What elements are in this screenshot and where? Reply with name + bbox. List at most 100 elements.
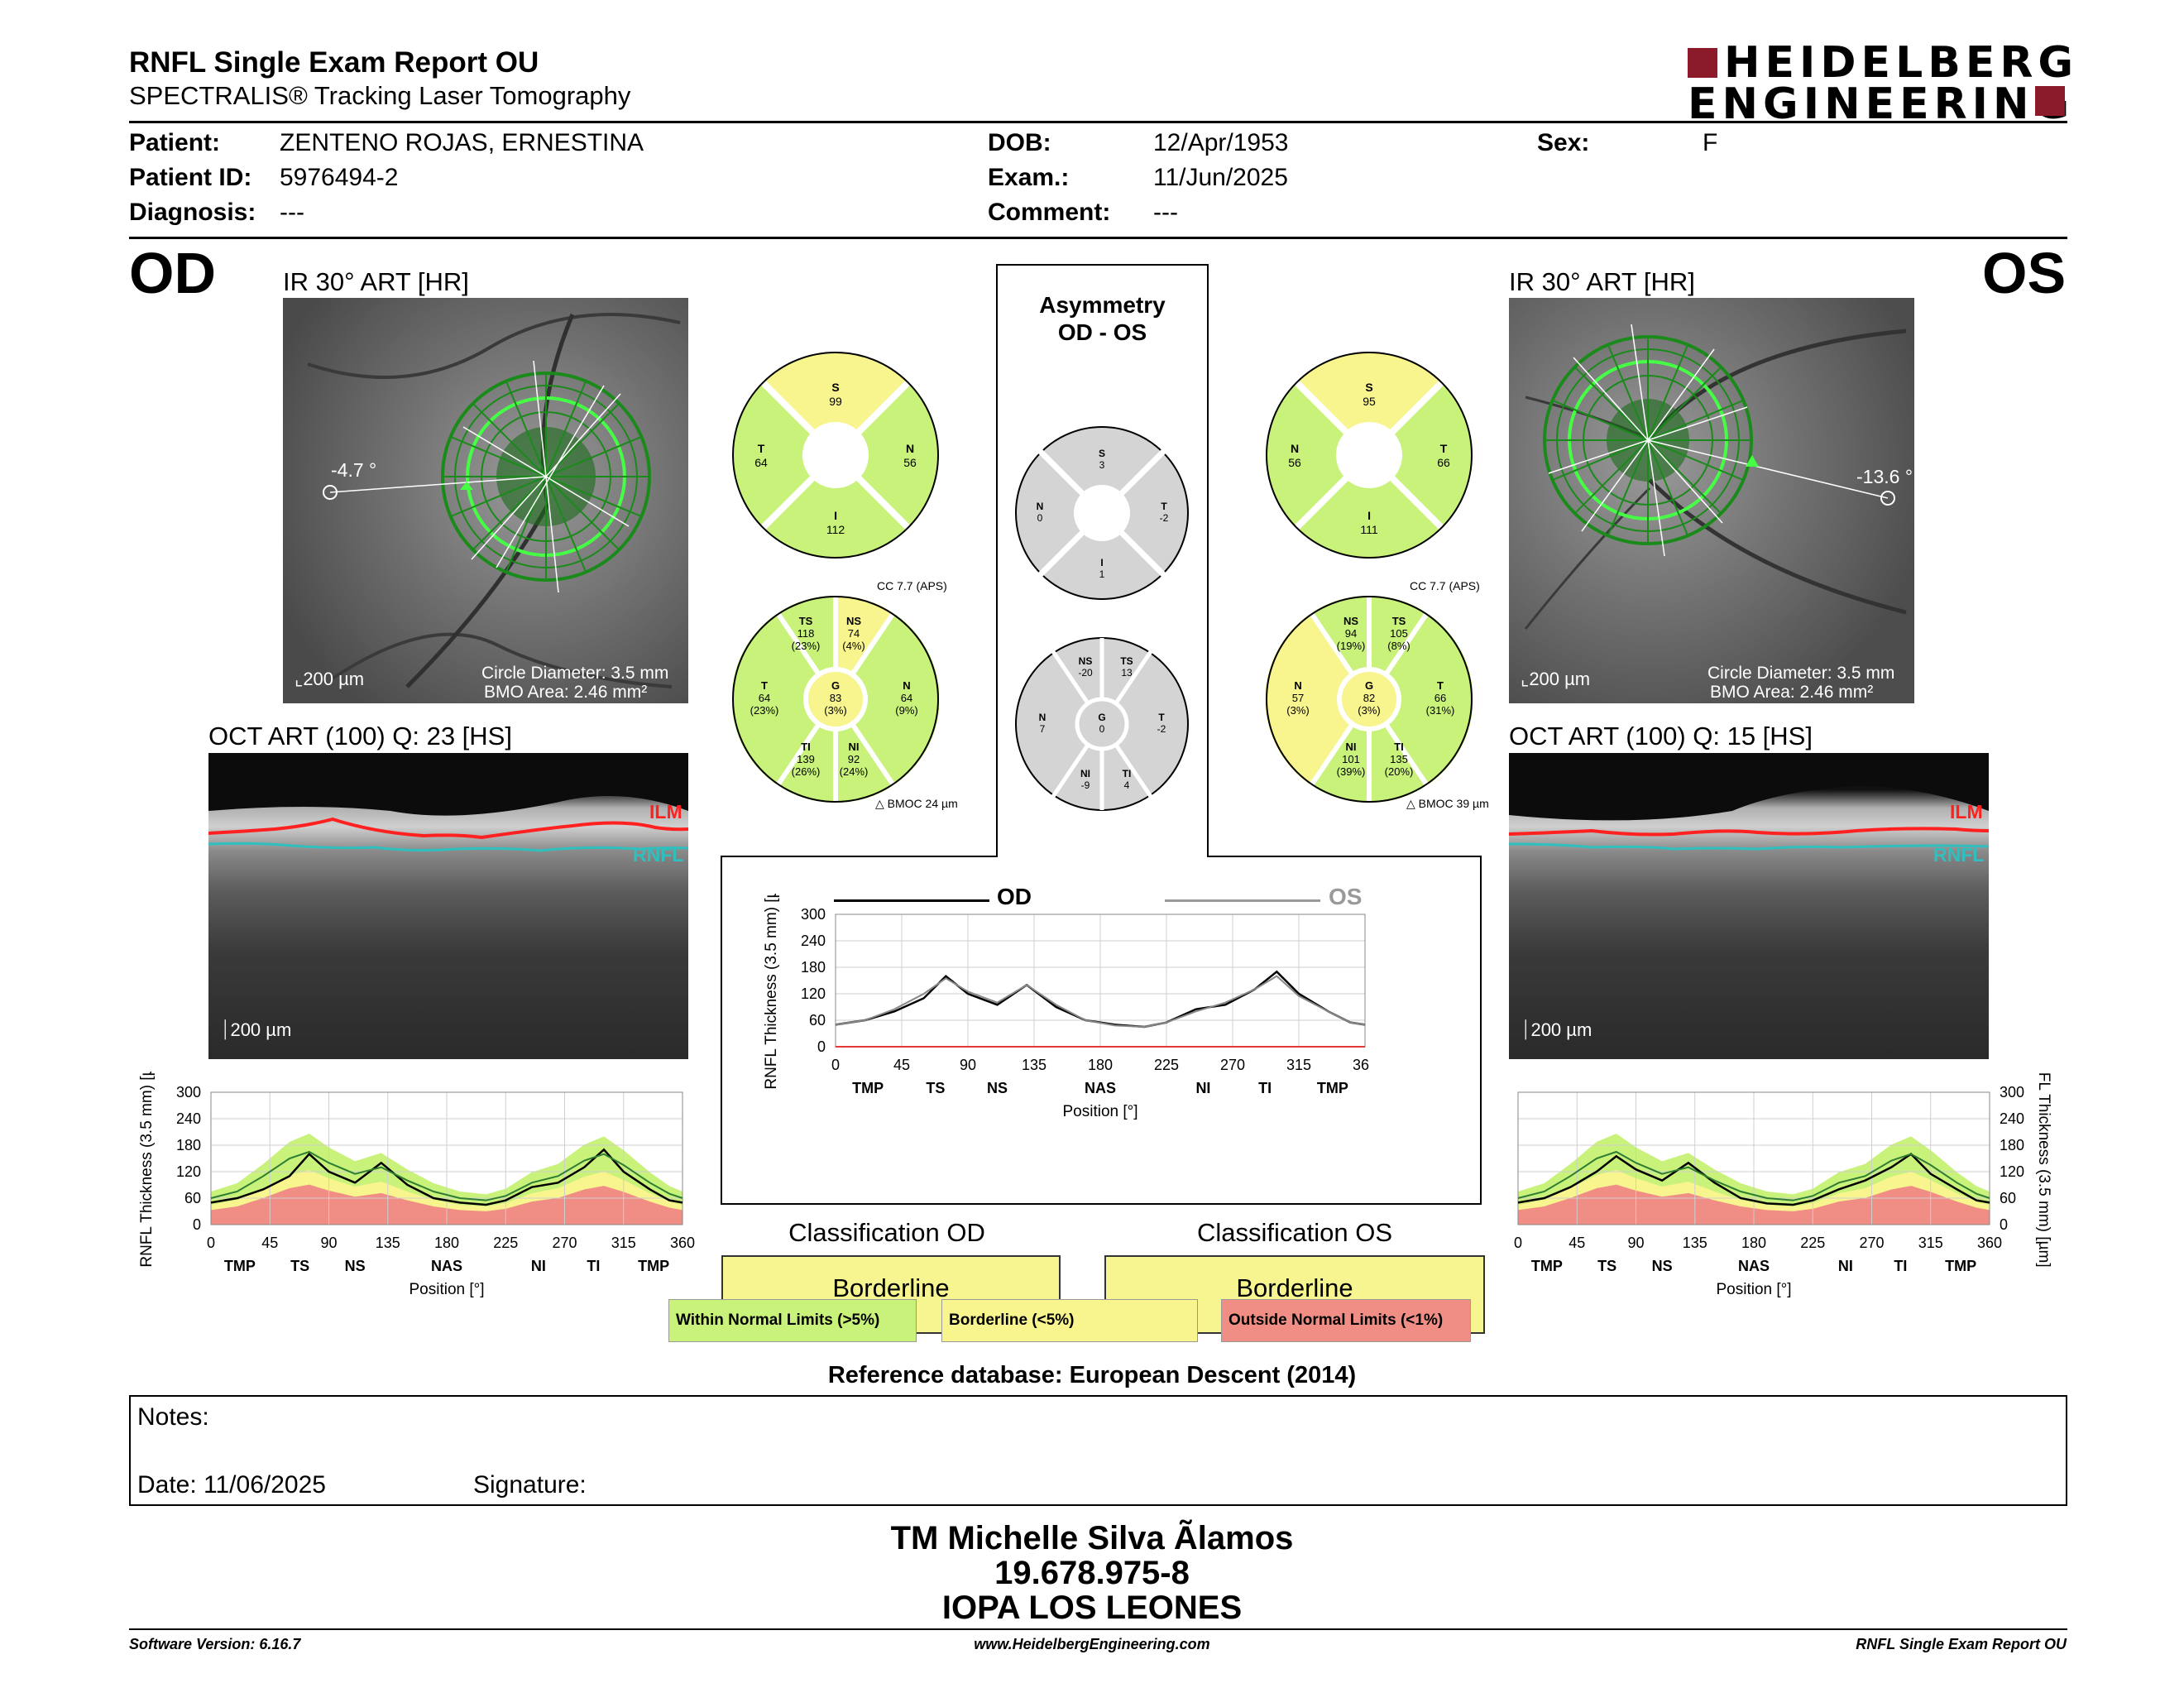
os-s6-ti-pct: (20%) (1385, 765, 1414, 778)
asym-s6-ni: -9 (1081, 779, 1090, 791)
y-tick-label: 180 (801, 959, 826, 976)
od-sectors6: TS 118 (23%) NS 74 (4%) T 64 (23%) G 83 … (732, 596, 939, 803)
divider (129, 121, 2067, 123)
os-s6-ti: 135 (1390, 753, 1408, 765)
x-axis-label: Position [°] (1716, 1281, 1791, 1298)
os-s4-t-key: T (1440, 442, 1448, 455)
asym-s4-t-key: T (1161, 501, 1167, 512)
x-tick-label: 0 (1514, 1235, 1522, 1251)
asymmetry-thickness-chart: 0 60 120 180 240 300 0 45 90 135 180 225 270 315 360 TM… (763, 894, 1369, 1120)
plot-frame (210, 1091, 683, 1225)
classification-os-value: Borderline (1236, 1273, 1353, 1302)
sector-label: TMP (1317, 1080, 1348, 1096)
divider (129, 1628, 2067, 1630)
notes-date: Date: 11/06/2025 (137, 1471, 326, 1499)
asym-s6-ni-key: NI (1080, 768, 1090, 779)
os-s6-ts: 105 (1390, 627, 1408, 640)
y-tick-label: 180 (2000, 1137, 2024, 1153)
logo-line1: HEIDELBERG (1724, 38, 2079, 88)
report-title: RNFL Single Exam Report OU (129, 46, 539, 79)
od-s6-ni: 92 (848, 753, 860, 765)
exam-value: 11/Jun/2025 (1153, 164, 1288, 191)
asym-s4-n-key: N (1037, 501, 1044, 512)
asym-s4-t: -2 (1160, 512, 1169, 524)
os-eye-label: OS (1982, 241, 2067, 305)
os-ilm-label: ILM (1950, 801, 1983, 822)
y-tick-label: 60 (184, 1190, 201, 1206)
os-s6-g-key: G (1365, 679, 1373, 692)
y-tick-label: 240 (801, 933, 826, 949)
dob-value: 12/Apr/1953 (1153, 129, 1289, 156)
od-s6-ns-pct: (4%) (842, 640, 864, 652)
asym-s6-g-key: G (1098, 712, 1105, 723)
od-s4-i: 112 (826, 523, 845, 536)
sector-label: TMP (638, 1258, 669, 1274)
notes-box[interactable]: Notes: Date: 11/06/2025 Signature: (129, 1395, 2067, 1506)
comment-value: --- (1153, 199, 1178, 226)
os-s6-ni-pct: (39%) (1337, 765, 1366, 778)
x-tick-label: 180 (1741, 1235, 1766, 1251)
signatory-block: TM Michelle Silva Ãlamos 19.678.975-8 IO… (0, 1521, 2184, 1625)
sector-label: NI (531, 1258, 546, 1274)
x-tick-label: 315 (611, 1235, 636, 1251)
od-s6-t-pct: (23%) (750, 704, 779, 717)
classification-od-value: Borderline (832, 1273, 950, 1302)
patient-label: Patient: (129, 129, 221, 156)
os-s4-t: 66 (1437, 456, 1450, 469)
sector-label: NI (1838, 1258, 1853, 1274)
x-tick-label: 360 (1353, 1057, 1369, 1073)
y-tick-label: 120 (801, 985, 826, 1002)
diagnosis-value: --- (280, 199, 304, 226)
asym-s4-n: 0 (1037, 512, 1043, 524)
od-bmoc-label: BMOC 24 µm (887, 797, 958, 810)
x-tick-label: 270 (1220, 1057, 1245, 1073)
os-fundus-image (1509, 298, 1914, 703)
od-angle: -4.7 ° (331, 459, 377, 481)
os-s6-g-pct: (3%) (1358, 704, 1380, 717)
sector-label: TI (1894, 1258, 1907, 1274)
x-tick-label: 0 (207, 1235, 215, 1251)
os-s4-s-key: S (1365, 381, 1372, 394)
x-tick-label: 270 (552, 1235, 577, 1251)
os-s6-ti-key: TI (1394, 741, 1404, 753)
x-tick-label: 135 (1683, 1235, 1707, 1251)
y-tick-label: 60 (2000, 1190, 2016, 1206)
asym-s6-t: -2 (1157, 723, 1166, 735)
os-oct-image (1509, 753, 1989, 1059)
od-s6-ti-key: TI (801, 741, 811, 753)
y-tick-label: 0 (2000, 1216, 2008, 1233)
reference-database: Reference database: European Descent (20… (827, 1362, 1357, 1388)
signatory-rut: 19.678.975-8 (994, 1555, 1190, 1591)
od-s6-ni-key: NI (849, 741, 860, 753)
sector-label: NAS (1085, 1080, 1116, 1096)
os-circle-diameter: Circle Diameter: 3.5 mm (1707, 664, 1895, 683)
x-tick-label: 225 (493, 1235, 518, 1251)
signatory-clinic: IOPA LOS LEONES (941, 1590, 1243, 1626)
footer-website[interactable]: www.HeidelbergEngineering.com (974, 1636, 1210, 1652)
asymmetry-subtitle: OD - OS (1057, 319, 1147, 345)
x-tick-label: 360 (670, 1235, 695, 1251)
x-tick-label: 45 (1569, 1235, 1585, 1251)
asym-s6-ti: 4 (1124, 779, 1130, 791)
x-axis-label: Position [°] (409, 1281, 484, 1298)
asym-s6-t-key: T (1158, 712, 1165, 723)
asym-sectors6: NS -20 TS 13 N 7 G 0 T -2 NI -9 TI 4 (1015, 637, 1189, 811)
x-tick-label: 0 (831, 1057, 840, 1073)
od-oct-scale: ⏐200 µm (220, 1019, 292, 1040)
os-s4-n-key: N (1291, 442, 1299, 455)
os-oct-scale-label: 200 µm (1530, 1019, 1592, 1040)
os-oct-title: OCT ART (100) Q: 15 [HS] (1509, 722, 1813, 750)
od-oct-svg (208, 753, 688, 852)
od-s4-s-key: S (831, 381, 839, 394)
y-axis-label: RNFL Thickness (3.5 mm) [µm] (138, 1072, 156, 1268)
sector-label: TI (587, 1258, 600, 1274)
od-s6-ts-pct: (23%) (792, 640, 821, 652)
x-axis-label: Position [°] (1062, 1103, 1138, 1120)
asym-s6-ns: -20 (1078, 667, 1093, 679)
os-s6-g: 82 (1363, 692, 1375, 704)
od-scale-label: 200 µm (303, 669, 365, 689)
sector-label: TS (1597, 1258, 1616, 1274)
diagnosis-label: Diagnosis: (129, 199, 256, 226)
od-scale-bar: ⌞200 µm (295, 669, 365, 689)
